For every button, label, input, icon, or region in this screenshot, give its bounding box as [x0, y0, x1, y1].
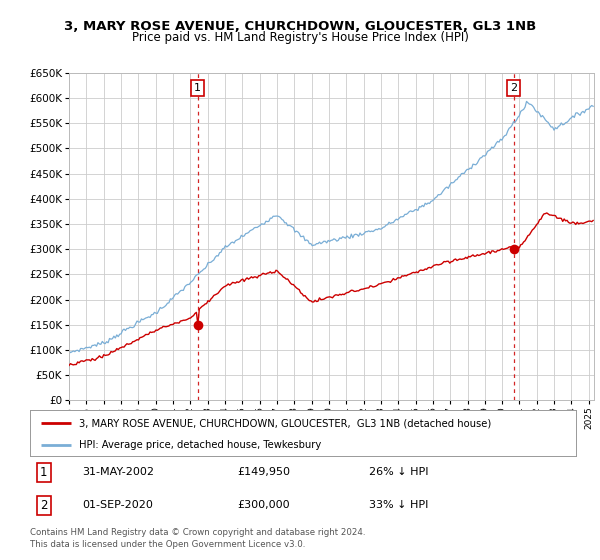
Text: Price paid vs. HM Land Registry's House Price Index (HPI): Price paid vs. HM Land Registry's House …: [131, 31, 469, 44]
Text: Contains HM Land Registry data © Crown copyright and database right 2024.
This d: Contains HM Land Registry data © Crown c…: [30, 528, 365, 549]
Text: £300,000: £300,000: [238, 501, 290, 511]
Text: 1: 1: [194, 83, 201, 93]
Text: 33% ↓ HPI: 33% ↓ HPI: [368, 501, 428, 511]
Text: £149,950: £149,950: [238, 468, 290, 478]
Text: 26% ↓ HPI: 26% ↓ HPI: [368, 468, 428, 478]
Text: 2: 2: [40, 499, 47, 512]
Text: 01-SEP-2020: 01-SEP-2020: [82, 501, 153, 511]
Text: 3, MARY ROSE AVENUE, CHURCHDOWN, GLOUCESTER, GL3 1NB: 3, MARY ROSE AVENUE, CHURCHDOWN, GLOUCES…: [64, 20, 536, 32]
Text: 1: 1: [40, 466, 47, 479]
Text: 3, MARY ROSE AVENUE, CHURCHDOWN, GLOUCESTER,  GL3 1NB (detached house): 3, MARY ROSE AVENUE, CHURCHDOWN, GLOUCES…: [79, 418, 491, 428]
Text: 31-MAY-2002: 31-MAY-2002: [82, 468, 154, 478]
Text: 2: 2: [510, 83, 517, 93]
Text: HPI: Average price, detached house, Tewkesbury: HPI: Average price, detached house, Tewk…: [79, 440, 322, 450]
